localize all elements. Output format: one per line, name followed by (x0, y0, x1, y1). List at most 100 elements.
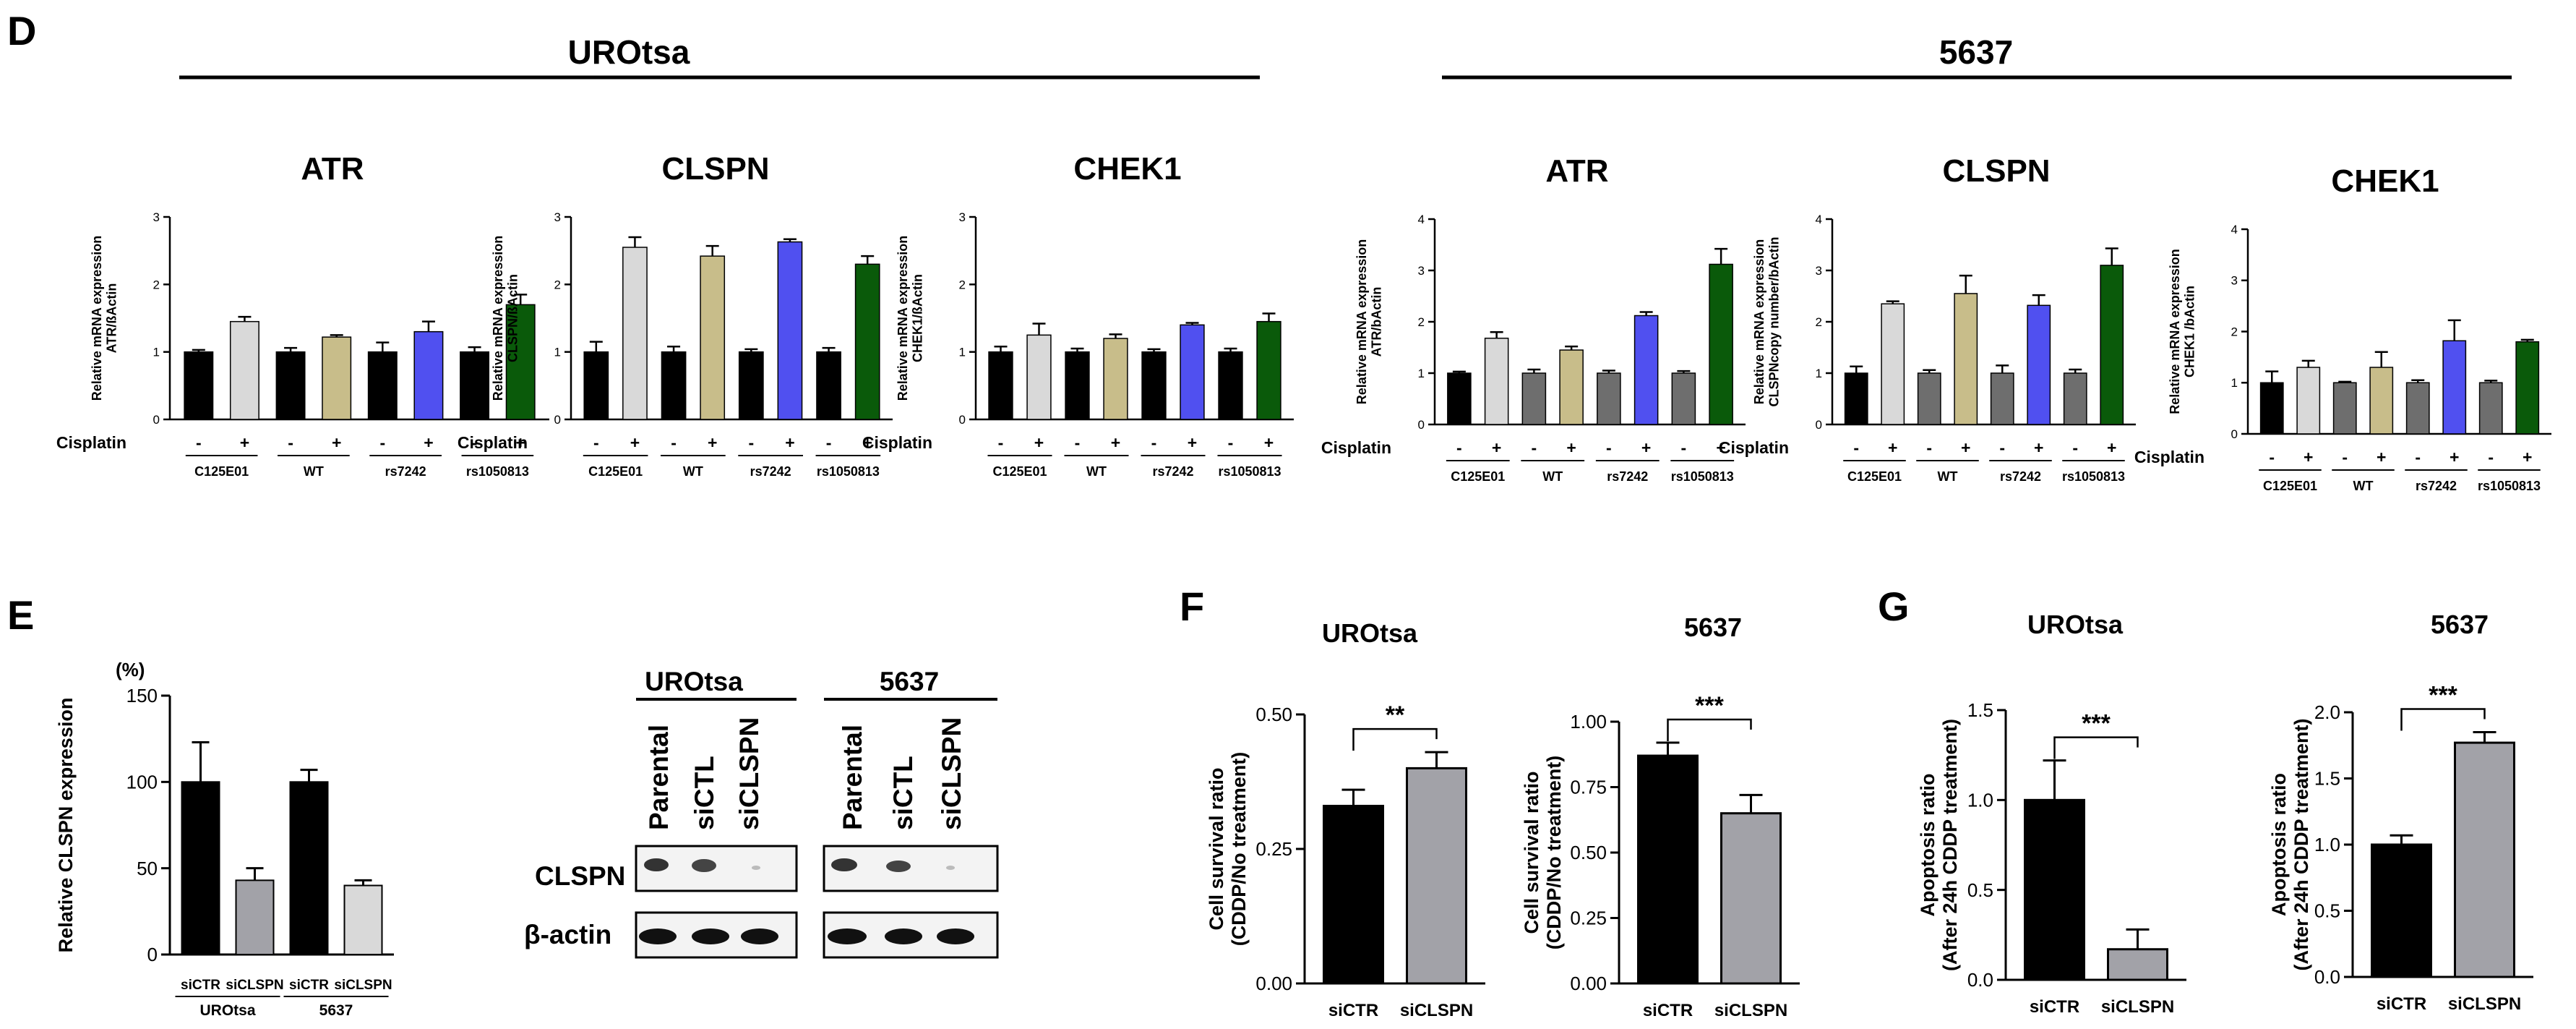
chart-d-5637-chek1-group-label: C125E01 (2263, 479, 2317, 493)
chart-d-5637-clspn-ytick-label: 1 (1816, 367, 1822, 380)
chart-d-5637-clspn-title: CLSPN (1942, 153, 2050, 189)
chart-d-5637-clspn-bar (1844, 372, 1868, 425)
chart-d-urotsa-atr-bar (505, 304, 536, 420)
chart-d-urotsa-chek1-bar (1141, 351, 1167, 420)
chart-f-5637-ylabel: (CDDP/No treatment) (1543, 756, 1565, 950)
chart-d-5637-atr-bar (1447, 372, 1472, 425)
chart-d-urotsa-atr-bar (275, 351, 306, 420)
chart-d-5637-clspn-ytick-label: 4 (1816, 213, 1822, 226)
chart-d-5637-atr-treatment-sign: - (1456, 438, 1462, 457)
chart-d-urotsa-atr-bar (229, 320, 259, 420)
chart-d-urotsa-chek1-group-label: C125E01 (992, 464, 1047, 479)
chart-g-urotsa-xtick-label: siCTR (2030, 997, 2079, 1017)
chart-d-5637-chek1-ytick-label: 1 (2231, 376, 2238, 390)
chart-f-urotsa-significance-bracket (1352, 727, 1438, 751)
chart-d-5637-chek1-treatment-sign: - (2415, 448, 2421, 466)
chart-d-5637-chek1-ylabel: Relative mRNA expression (2168, 249, 2182, 414)
chart-g-5637-significance-bracket (2400, 708, 2486, 731)
chart-d-urotsa-chek1-bar (1218, 351, 1243, 420)
chart-f-5637-bar (1720, 812, 1782, 985)
chart-d-urotsa-chek1-ytick-label: 0 (959, 413, 966, 427)
chart-f-urotsa-xtick-label: siCLSPN (1400, 1001, 1473, 1020)
chart-d-5637-clspn-group-label: WT (1938, 469, 1958, 484)
chart-d-urotsa-clspn-group-label: rs7242 (750, 464, 791, 479)
band-bactin-sictl-urotsa (692, 928, 729, 944)
panel-d-letter: D (7, 8, 36, 54)
lane-label-sictl-urotsa: siCTL (690, 756, 719, 830)
chart-d-urotsa-chek1-treatment-sign: - (998, 433, 1004, 452)
chart-d-5637-chek1-ytick-label: 0 (2231, 427, 2238, 441)
chart-d-urotsa-atr-bar (184, 351, 214, 420)
chart-g-5637-ytick-label: 0.5 (2314, 900, 2340, 922)
chart-f-urotsa-bar (1323, 804, 1384, 985)
band-bactin-parental-5637 (828, 928, 867, 944)
chart-d-5637-chek1: CHEK1 0 1 2 3 4 Relative mRNA expression CHEK1 … (2134, 163, 2551, 493)
chart-d-5637-atr-bar (1597, 372, 1621, 425)
chart-d-urotsa-chek1-treatment-sign: + (1188, 433, 1197, 452)
chart-f-urotsa-ytick-label: 0.25 (1255, 838, 1292, 860)
chart-d-urotsa-atr-group-label: WT (304, 464, 324, 479)
chart-d-5637-chek1-group-label: rs7242 (2416, 479, 2457, 493)
chart-d-urotsa-atr-ylabel: ATR/ßActin (105, 283, 119, 354)
chart-d-urotsa-atr-treatment-sign: - (379, 433, 385, 452)
chart-d-urotsa-clspn-ytick-label: 2 (554, 278, 561, 291)
chart-d-urotsa-clspn-ylabel: Relative mRNA expression (491, 236, 505, 401)
chart-d-5637-atr-treatment-sign: + (1641, 438, 1651, 457)
chart-e-bar (343, 884, 383, 955)
chart-d-urotsa-chek1-group-label: rs7242 (1152, 464, 1193, 479)
chart-g-urotsa-bar (2024, 798, 2085, 981)
chart-g-5637-ytick-label: 1.0 (2314, 834, 2340, 855)
chart-g-5637-xtick-label: siCLSPN (2448, 994, 2521, 1014)
chart-e-unit: (%) (116, 659, 145, 680)
chart-d-5637-chek1-treatment-sign: - (2488, 448, 2494, 466)
chart-d-urotsa-clspn: CLSPN 0 1 2 3 Relative mRNA expression CLSPN/ß… (458, 151, 893, 479)
chart-d-urotsa-chek1-bar (1103, 338, 1128, 420)
chart-d-urotsa-clspn-bar (777, 241, 803, 420)
chart-d-urotsa-clspn-treatment-sign: + (862, 433, 872, 452)
chart-d-5637-atr-bar (1633, 315, 1659, 425)
chart-g-urotsa: UROtsa 0.0 0.5 1.0 1.5 Apoptosis ratio (After … (1917, 610, 2186, 1017)
chart-d-urotsa-atr-bar (367, 351, 398, 420)
chart-d-urotsa-chek1-treatment-sign: + (1264, 433, 1274, 452)
chart-d-5637-atr-ylabel: ATR/bActin (1370, 287, 1384, 357)
chart-d-5637-clspn-ylabel: CLSPNcopy number/bActin (1767, 236, 1782, 406)
chart-d-5637-atr-treatment-sign: + (1716, 438, 1725, 457)
chart-e-ytick-label: 0 (147, 944, 158, 965)
chart-d-urotsa-clspn-treatment-sign: + (630, 433, 640, 452)
chart-d-5637-atr-ytick-label: 4 (1418, 213, 1425, 226)
chart-g-urotsa-ytick-label: 1.0 (1967, 789, 1993, 811)
chart-e-ytick-label: 150 (126, 685, 158, 706)
chart-d-5637-atr-treatment-sign: + (1566, 438, 1576, 457)
chart-f-5637-ytick-label: 0.00 (1570, 973, 1607, 994)
chart-d-urotsa-chek1: CHEK1 0 1 2 3 Relative mRNA expression CHEK1/ß… (862, 151, 1294, 479)
chart-d-5637-clspn-bar (2100, 265, 2124, 425)
lane-label-parental-urotsa: Parental (644, 725, 674, 830)
band-clspn-sictl-5637 (886, 861, 911, 872)
chart-d-urotsa-atr-title: ATR (301, 151, 364, 187)
panel-e-letter: E (7, 592, 34, 638)
chart-f-5637-title: 5637 (1684, 612, 1742, 642)
chart-d-5637-chek1-group-label: rs1050813 (2478, 479, 2541, 493)
chart-d-urotsa-atr-treatment-sign: + (332, 433, 341, 452)
chart-d-urotsa-chek1-ytick-label: 2 (959, 278, 966, 291)
group-title-5637: 5637 (1939, 33, 2013, 71)
chart-g-5637-xtick-label: siCTR (2377, 994, 2426, 1014)
chart-d-5637-chek1-bar (2478, 382, 2503, 435)
chart-d-urotsa-chek1-title: CHEK1 (1073, 151, 1181, 187)
chart-f-5637-ylabel: Cell survival ratio (1521, 771, 1542, 934)
chart-d-urotsa-clspn-treatment-sign: - (748, 433, 754, 452)
band-bactin-siclspn-5637 (937, 928, 974, 944)
band-bactin-parental-urotsa (639, 928, 677, 944)
chart-e-bar (235, 879, 275, 955)
chart-d-5637-chek1-bar (2296, 367, 2321, 435)
chart-d-5637-clspn-group-label: C125E01 (1847, 469, 1902, 484)
chart-d-urotsa-clspn-ytick-label: 0 (554, 413, 561, 427)
chart-e-bar (181, 781, 220, 956)
chart-d-5637-atr-ytick-label: 1 (1418, 367, 1425, 380)
chart-d-urotsa-chek1-group-label: WT (1086, 464, 1107, 479)
band-clspn-siclspn-urotsa (752, 866, 760, 870)
chart-g-5637: 5637 0.0 0.5 1.0 1.5 2.0 Apoptosis ratio (After… (2268, 610, 2533, 1014)
chart-d-urotsa-atr-group-label: C125E01 (194, 464, 249, 479)
chart-d-urotsa-atr-treatment-label: Cisplatin (56, 433, 126, 452)
chart-d-urotsa-chek1-ytick-label: 1 (959, 346, 966, 359)
